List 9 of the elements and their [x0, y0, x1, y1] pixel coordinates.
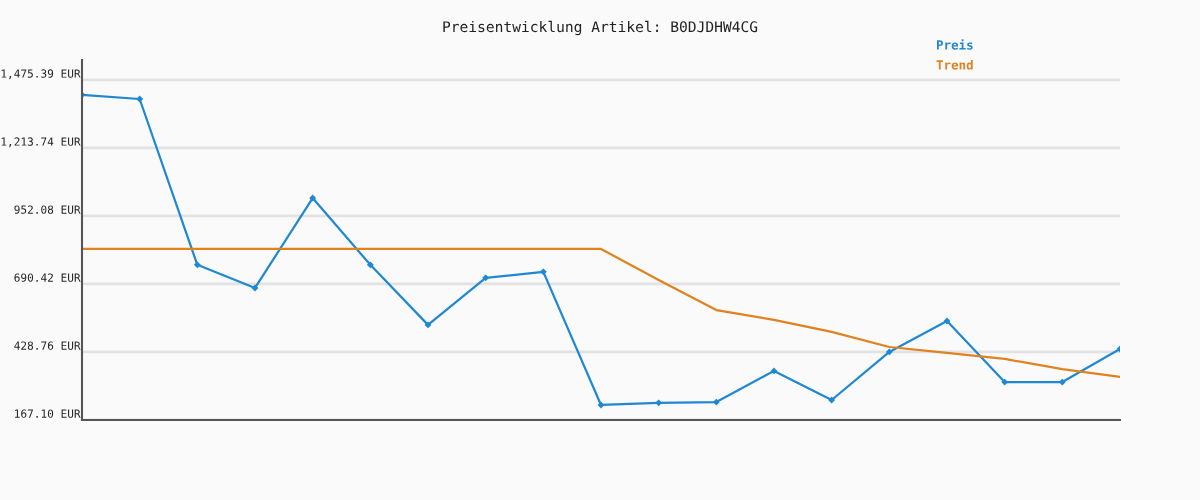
text: Trend [936, 59, 973, 70]
y-tick-label: 952.08 EUR [14, 205, 81, 214]
y-tick-label: 1,213.74 EUR [1, 137, 81, 148]
y-tick-label: 1,475.39 EUR [1, 69, 81, 80]
chart-title: Preisentwicklung Artikel: B0DJDHW4CG [443, 20, 758, 36]
y-tick-label: 167.10 EUR [15, 409, 81, 418]
text: Preis [936, 39, 973, 50]
y-tick-label: 428.76 EUR [14, 341, 81, 350]
y-tick-label: 690.42 EUR [14, 273, 81, 282]
